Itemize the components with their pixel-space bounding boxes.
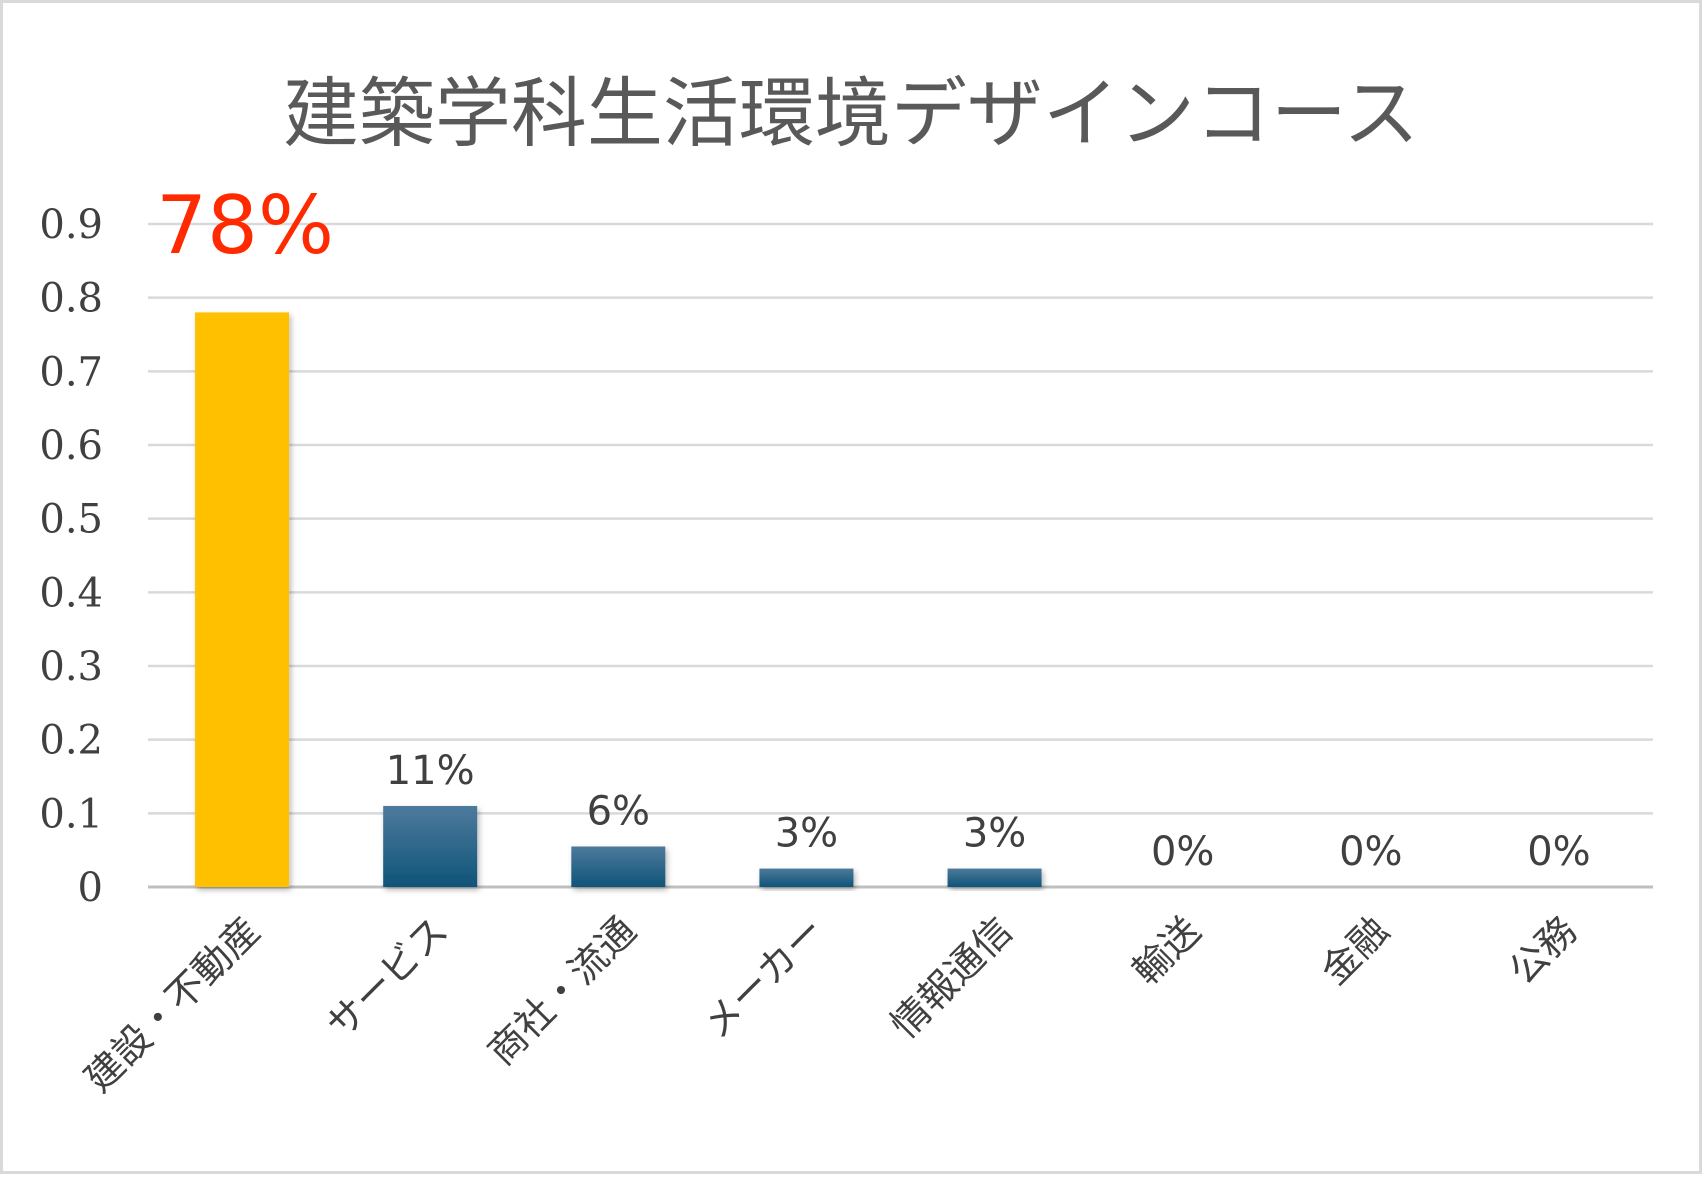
category-label: 輸送 [1124,908,1209,993]
y-tick-label: 0.4 [39,570,103,616]
bar [571,846,666,887]
category-label: 公務 [1500,908,1585,993]
y-tick-label: 0.6 [39,423,103,469]
bar [195,312,290,887]
category-labels: 建設・不動産 サービス 商社・流通 メーカー 情報通信 輸送 金融 公務 [76,908,1585,1100]
category-label: 建設・不動産 [76,908,268,1100]
data-label: 11% [386,748,475,794]
category-label: 商社・流通 [479,908,644,1073]
category-label: サービス [318,908,457,1047]
data-label: 0% [1339,829,1402,875]
data-label: 6% [587,788,650,834]
data-label: 3% [775,811,838,857]
data-labels: 78% 11% 6% 3% 3% 0% 0% 0% [156,179,1591,875]
y-tick-label: 0.1 [39,791,103,837]
bar-chart: 建築学科生活環境デザインコース 0 0.1 0.2 0.3 0.4 0.5 0.6 0.7 0.… [39,69,1653,1101]
data-label: 3% [963,811,1026,857]
y-tick-label: 0.9 [39,202,103,248]
y-tick-label: 0.7 [39,349,103,395]
bars [195,312,1042,887]
category-label: 金融 [1312,908,1397,993]
y-axis-ticks: 0 0.1 0.2 0.3 0.4 0.5 0.6 0.7 0.8 0.9 [39,202,103,911]
category-label: 情報通信 [882,908,1021,1047]
bar [759,868,854,887]
chart-title: 建築学科生活環境デザインコース [283,69,1419,158]
gridlines [148,222,1653,889]
y-tick-label: 0 [78,865,103,911]
y-tick-label: 0.2 [39,718,103,764]
y-tick-label: 0.5 [39,497,103,543]
y-tick-label: 0.3 [39,644,103,690]
data-label: 0% [1151,829,1214,875]
data-label: 78% [156,179,334,272]
bar [947,868,1042,887]
y-tick-label: 0.8 [39,276,103,322]
data-label: 0% [1527,829,1590,875]
bar [383,805,478,887]
category-label: メーカー [694,908,833,1047]
